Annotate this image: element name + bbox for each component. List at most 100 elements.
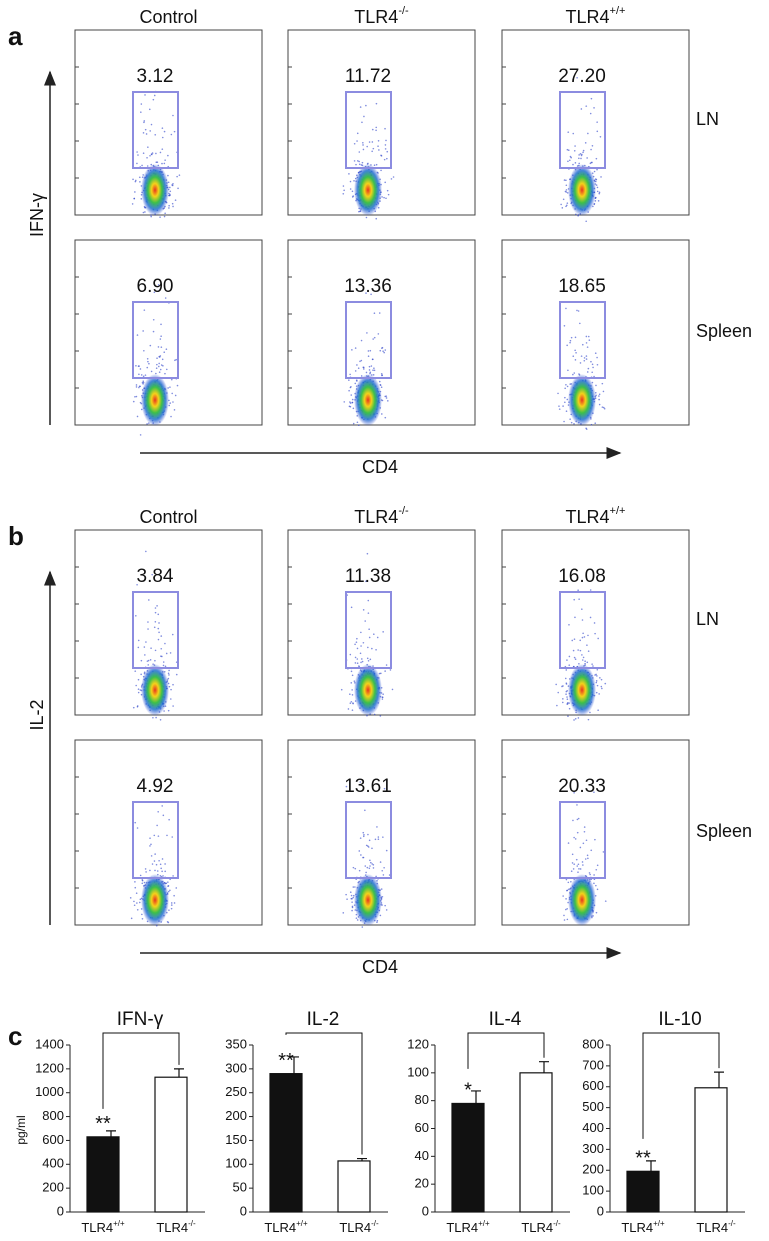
event-dot xyxy=(156,870,159,872)
event-dot xyxy=(158,859,160,862)
y-tick-label: 500 xyxy=(582,1099,604,1114)
event-dot xyxy=(370,293,372,296)
event-dot xyxy=(572,819,574,822)
column-header-base: Control xyxy=(139,507,197,527)
event-dot xyxy=(349,693,351,695)
event-dot xyxy=(375,126,378,129)
event-dot xyxy=(371,150,373,153)
event-dot xyxy=(594,632,596,635)
event-dot xyxy=(596,121,598,123)
event-dot xyxy=(573,719,575,721)
event-dot xyxy=(163,351,166,354)
event-dot xyxy=(358,869,361,872)
y-tick-label: 800 xyxy=(582,1036,604,1051)
event-dot xyxy=(357,160,359,162)
event-dot xyxy=(557,392,559,395)
event-dot xyxy=(153,94,156,97)
event-dot xyxy=(385,395,388,397)
event-dot xyxy=(131,203,134,205)
event-dot xyxy=(389,669,392,671)
event-dot xyxy=(585,839,588,842)
event-dot xyxy=(572,163,574,166)
event-dot xyxy=(596,684,599,687)
event-dot xyxy=(362,141,364,144)
event-dot xyxy=(598,393,601,396)
event-dot xyxy=(157,613,160,616)
event-dot xyxy=(362,835,365,838)
event-dot xyxy=(590,360,592,363)
event-dot xyxy=(581,636,584,639)
event-dot xyxy=(147,628,149,630)
event-dot xyxy=(595,681,598,684)
event-dot xyxy=(134,191,136,193)
event-dot xyxy=(143,646,146,648)
event-dot xyxy=(171,633,174,636)
gate-percent: 3.84 xyxy=(137,566,174,587)
event-dot xyxy=(577,817,580,820)
event-dot xyxy=(359,360,361,363)
event-dot xyxy=(175,887,178,889)
event-dot xyxy=(596,190,599,193)
event-dot xyxy=(160,867,162,870)
event-dot xyxy=(573,598,576,601)
event-dot xyxy=(139,181,141,183)
error-bar xyxy=(539,1061,549,1073)
event-dot xyxy=(147,146,149,148)
event-dot xyxy=(587,335,590,338)
event-dot xyxy=(568,707,571,710)
event-dot xyxy=(574,658,577,661)
x-tick-label-base: TLR4 xyxy=(621,1220,653,1235)
event-dot xyxy=(565,410,568,413)
event-dot xyxy=(601,406,604,408)
event-dot xyxy=(132,178,134,181)
event-dot xyxy=(169,190,172,193)
event-dot xyxy=(167,890,170,893)
event-dot xyxy=(592,366,594,369)
event-dot xyxy=(161,148,164,150)
event-dot xyxy=(356,647,359,650)
event-dot xyxy=(365,216,368,219)
event-dot xyxy=(359,837,362,839)
event-dot xyxy=(136,151,138,153)
event-dot xyxy=(353,180,355,182)
y-tick-label: 0 xyxy=(57,1203,64,1218)
event-dot xyxy=(354,662,357,664)
event-dot xyxy=(597,637,599,640)
plot-frame xyxy=(501,529,690,716)
event-dot xyxy=(582,656,585,659)
column-header: TLR4+/+ xyxy=(566,505,626,527)
event-dot xyxy=(585,355,588,357)
event-dot xyxy=(595,868,598,871)
event-dot xyxy=(172,182,174,185)
column-header: TLR4-/- xyxy=(354,5,409,27)
event-dot xyxy=(351,398,354,401)
bar xyxy=(519,1072,553,1213)
event-dot xyxy=(351,401,354,404)
event-dot xyxy=(585,342,588,344)
y-tick-label: 300 xyxy=(582,1141,604,1156)
event-dot xyxy=(566,344,568,347)
event-dot xyxy=(170,415,172,418)
event-dot xyxy=(570,421,573,424)
event-dot xyxy=(597,709,599,712)
event-dot xyxy=(564,401,566,404)
event-dot xyxy=(360,645,362,647)
event-dot xyxy=(154,611,157,614)
column-header-sup: -/- xyxy=(398,5,409,17)
event-dot xyxy=(153,860,156,862)
event-dot xyxy=(376,636,379,639)
event-dot xyxy=(368,636,371,639)
event-dot xyxy=(379,349,382,352)
error-bar xyxy=(289,1056,299,1074)
event-dot xyxy=(356,364,358,366)
event-dot xyxy=(354,382,357,385)
error-bar xyxy=(714,1071,724,1088)
event-dot xyxy=(595,911,598,914)
event-dot xyxy=(340,688,343,691)
gate xyxy=(559,301,606,379)
event-dot xyxy=(573,863,576,865)
y-tick-label: 400 xyxy=(42,1156,64,1171)
event-dot xyxy=(161,805,163,807)
event-dot xyxy=(561,701,564,704)
y-tick-label: 200 xyxy=(42,1180,64,1195)
